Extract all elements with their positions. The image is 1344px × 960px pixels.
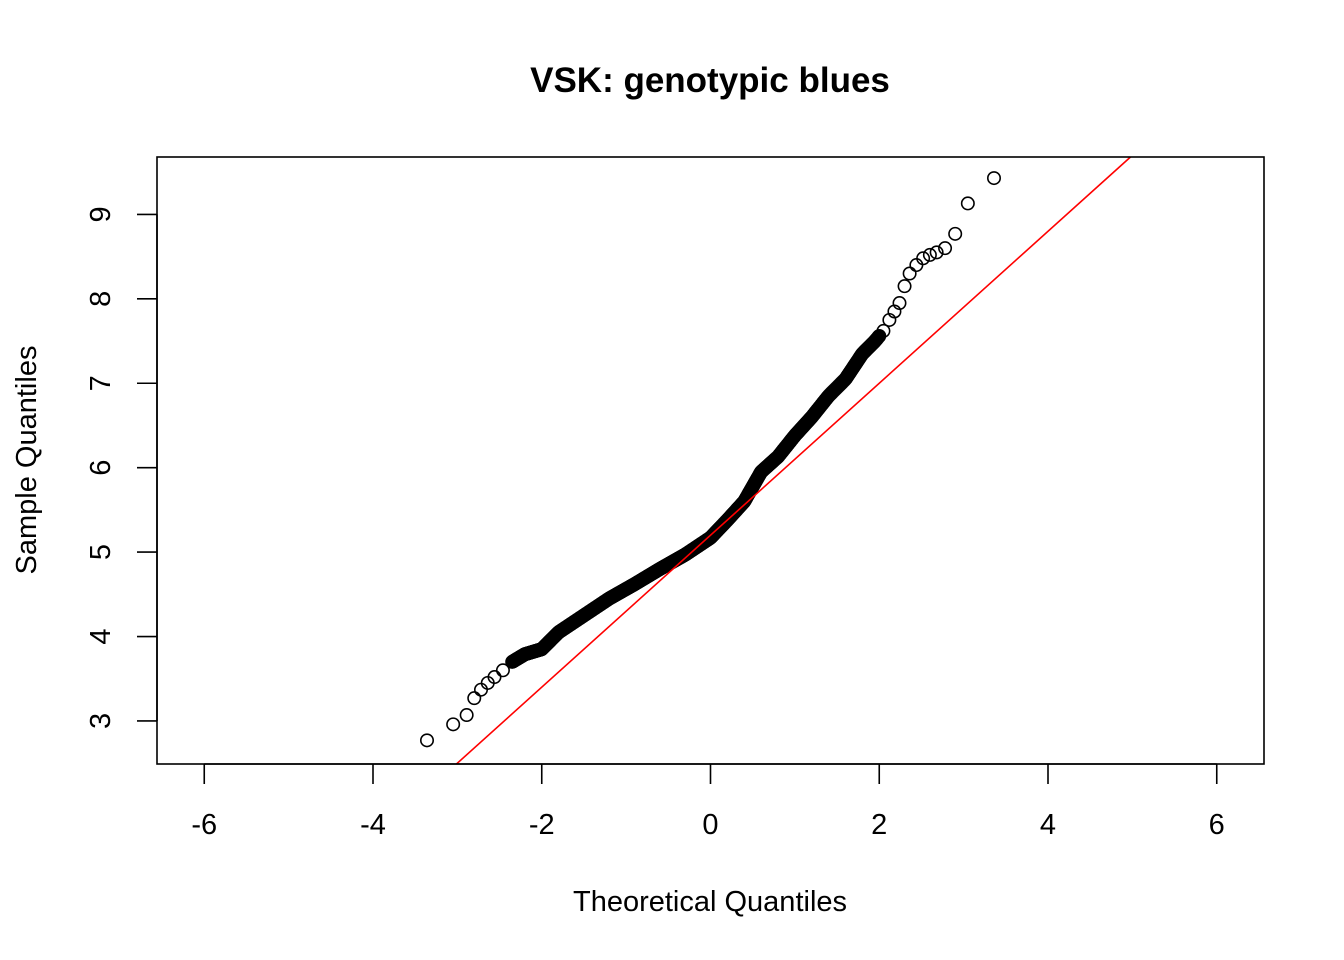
data-point [459, 708, 474, 723]
data-points [419, 171, 1001, 748]
data-point [872, 328, 887, 343]
data-point [495, 663, 510, 678]
data-point [446, 717, 461, 732]
x-tick-label: 4 [1040, 809, 1056, 841]
y-tick-label: 6 [85, 460, 117, 476]
data-point [909, 258, 924, 273]
y-tick-label: 4 [85, 628, 117, 644]
data-point [419, 733, 434, 748]
data-point [922, 247, 937, 262]
reference-line [455, 156, 1132, 765]
data-point [986, 171, 1001, 186]
data-point [897, 279, 912, 294]
data-point [892, 296, 907, 311]
data-point [916, 251, 931, 266]
x-tick-label: -6 [191, 809, 217, 841]
y-axis: 3 4 5 6 7 8 9 [85, 206, 158, 729]
y-tick-label: 7 [85, 375, 117, 391]
y-tick-label: 3 [85, 713, 117, 729]
x-axis-label: Theoretical Quantiles [573, 886, 847, 918]
x-tick-label: 6 [1209, 809, 1225, 841]
y-axis-label: Sample Quantiles [11, 346, 43, 575]
y-tick-label: 5 [85, 544, 117, 560]
plot-frame [156, 156, 1265, 765]
x-tick-label: -2 [529, 809, 555, 841]
data-point [960, 196, 975, 211]
data-point [938, 241, 953, 256]
data-point [929, 245, 944, 260]
chart-title: VSK: genotypic blues [530, 61, 890, 100]
data-point [948, 226, 963, 241]
x-tick-label: -4 [360, 809, 386, 841]
x-axis: -6 -4 -2 0 2 4 6 [191, 763, 1225, 841]
data-point [487, 670, 502, 685]
data-point [902, 266, 917, 281]
y-tick-label: 9 [85, 206, 117, 222]
y-tick-label: 8 [85, 291, 117, 307]
data-point [467, 691, 482, 706]
data-point [473, 682, 488, 697]
x-tick-label: 0 [702, 809, 718, 841]
x-tick-label: 2 [871, 809, 887, 841]
